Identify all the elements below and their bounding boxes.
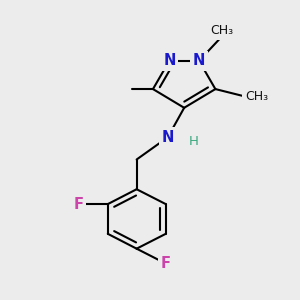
Text: H: H [189, 135, 199, 148]
Text: F: F [161, 256, 171, 271]
Text: N: N [162, 130, 174, 145]
Text: CH₃: CH₃ [245, 90, 268, 103]
Text: H: H [189, 135, 199, 148]
Text: CH₃: CH₃ [210, 24, 233, 37]
Text: N: N [193, 53, 205, 68]
Text: N: N [163, 53, 176, 68]
Text: F: F [74, 196, 84, 211]
